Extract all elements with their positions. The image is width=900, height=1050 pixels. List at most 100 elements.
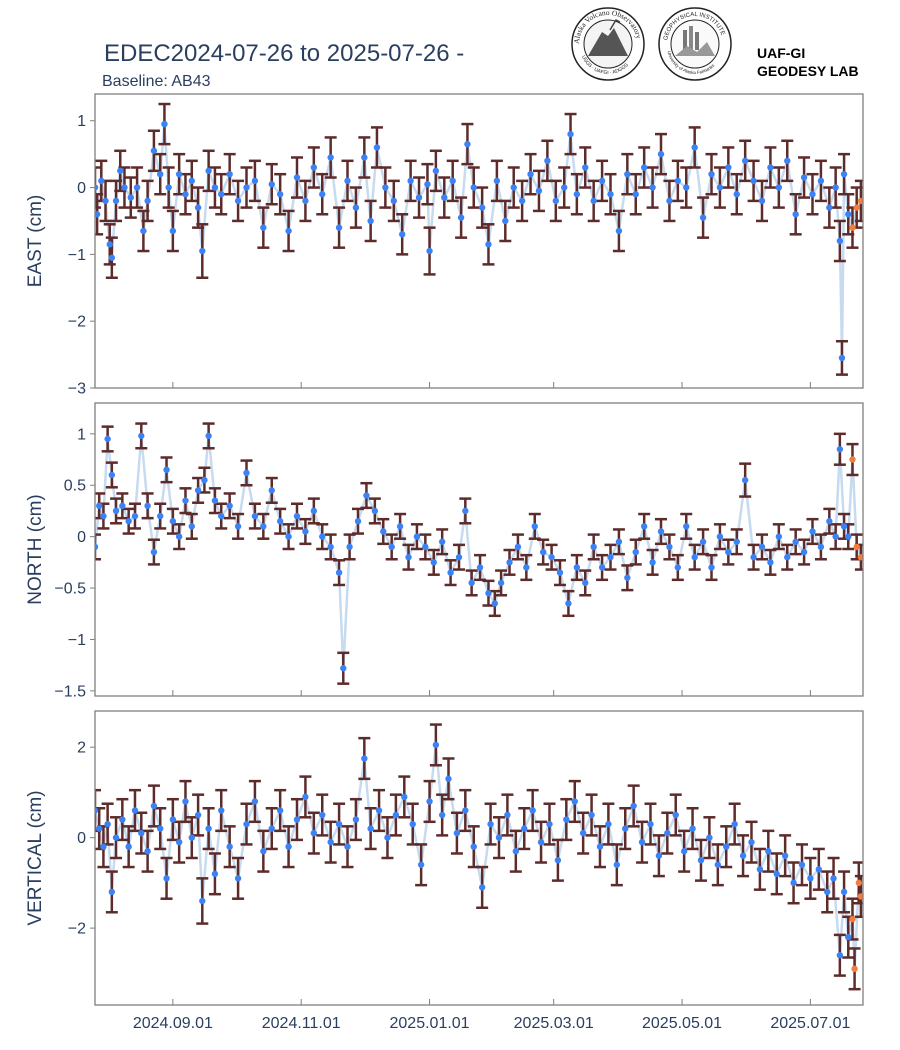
data-point [438, 811, 446, 819]
data-point [840, 170, 848, 178]
data-point [781, 852, 789, 859]
data-point [293, 816, 301, 823]
data-point [188, 834, 195, 841]
data-point [327, 154, 334, 161]
data-point [161, 120, 168, 128]
data-point [401, 793, 408, 801]
data-point [367, 217, 374, 225]
data-point [683, 184, 690, 191]
data-point [615, 538, 623, 545]
data-point [430, 559, 437, 566]
data-point [108, 254, 116, 261]
data-point [666, 197, 673, 205]
data-point [302, 528, 309, 535]
data-point [849, 915, 856, 923]
data-point [849, 224, 856, 231]
data-point [470, 843, 477, 850]
y-tick-label: −2 [68, 921, 86, 938]
data-point [106, 241, 113, 248]
data-point [775, 533, 783, 540]
data-point [157, 170, 164, 178]
data-point [96, 825, 103, 832]
data-point [571, 798, 578, 805]
data-point [205, 432, 212, 440]
error-bar [95, 166, 101, 209]
data-point [725, 548, 732, 556]
data-point [807, 875, 814, 882]
data-point [361, 755, 368, 762]
data-point [708, 170, 715, 178]
data-point [108, 471, 116, 479]
data-point [855, 879, 862, 887]
data-point [613, 861, 621, 868]
data-point [455, 554, 463, 561]
data-point [567, 130, 574, 138]
data-point [666, 543, 673, 551]
data-point [409, 820, 416, 828]
data-point [464, 140, 471, 148]
data-point [838, 354, 846, 362]
data-point [767, 559, 774, 566]
data-point [117, 167, 124, 175]
data-point [382, 184, 389, 191]
data-point [840, 888, 848, 896]
data-point [683, 523, 690, 530]
data-point [554, 857, 562, 864]
data-point [226, 502, 233, 510]
data-point [251, 177, 259, 185]
data-point [112, 834, 120, 841]
data-point [689, 825, 696, 832]
x-tick-label: 2024.11.01 [262, 1015, 341, 1032]
data-point [218, 807, 225, 814]
x-tick-label: 2025.03.01 [514, 1015, 594, 1032]
data-point [453, 829, 461, 837]
data-point [201, 476, 208, 484]
data-point [824, 888, 831, 896]
data-point [800, 174, 808, 181]
data-point [809, 191, 816, 198]
y-tick-label: −1.5 [54, 683, 86, 700]
data-point [792, 538, 799, 545]
y-tick-label: 0.5 [64, 478, 86, 495]
data-point [826, 204, 833, 211]
data-point [112, 197, 120, 205]
data-point [647, 820, 654, 828]
data-point [748, 838, 755, 846]
data-point [640, 164, 648, 171]
data-point [150, 548, 158, 556]
data-point [502, 217, 509, 225]
data-point [449, 177, 456, 185]
data-point [102, 197, 109, 205]
data-point [194, 204, 202, 211]
x-tick-label: 2024.09.01 [133, 1015, 213, 1032]
chart-subtitle: Baseline: AB43 [102, 73, 211, 90]
data-point [582, 579, 589, 587]
data-point [125, 518, 132, 525]
data-point [649, 184, 656, 191]
data-point [809, 528, 816, 535]
data-point [175, 170, 183, 178]
gi-logo: GEOPHYSICAL INSTITUTE University of Alas… [658, 7, 732, 81]
data-point [512, 848, 520, 855]
data-point [733, 538, 740, 545]
data-point [243, 469, 250, 477]
data-point [205, 825, 212, 832]
data-point [836, 446, 844, 453]
data-point [792, 211, 799, 218]
data-point [790, 879, 797, 887]
data-point [445, 775, 452, 783]
data-point [188, 523, 195, 530]
data-point [354, 518, 362, 525]
data-point [138, 829, 145, 837]
data-point [144, 502, 151, 510]
data-point [119, 816, 126, 823]
data-point [514, 543, 522, 551]
data-point [182, 798, 189, 805]
data-point [380, 528, 387, 535]
data-point [561, 184, 568, 191]
data-point [672, 811, 679, 819]
data-point [470, 184, 477, 191]
y-tick-label: −2 [68, 314, 86, 331]
data-point [319, 811, 326, 819]
panel-frame [94, 402, 864, 697]
